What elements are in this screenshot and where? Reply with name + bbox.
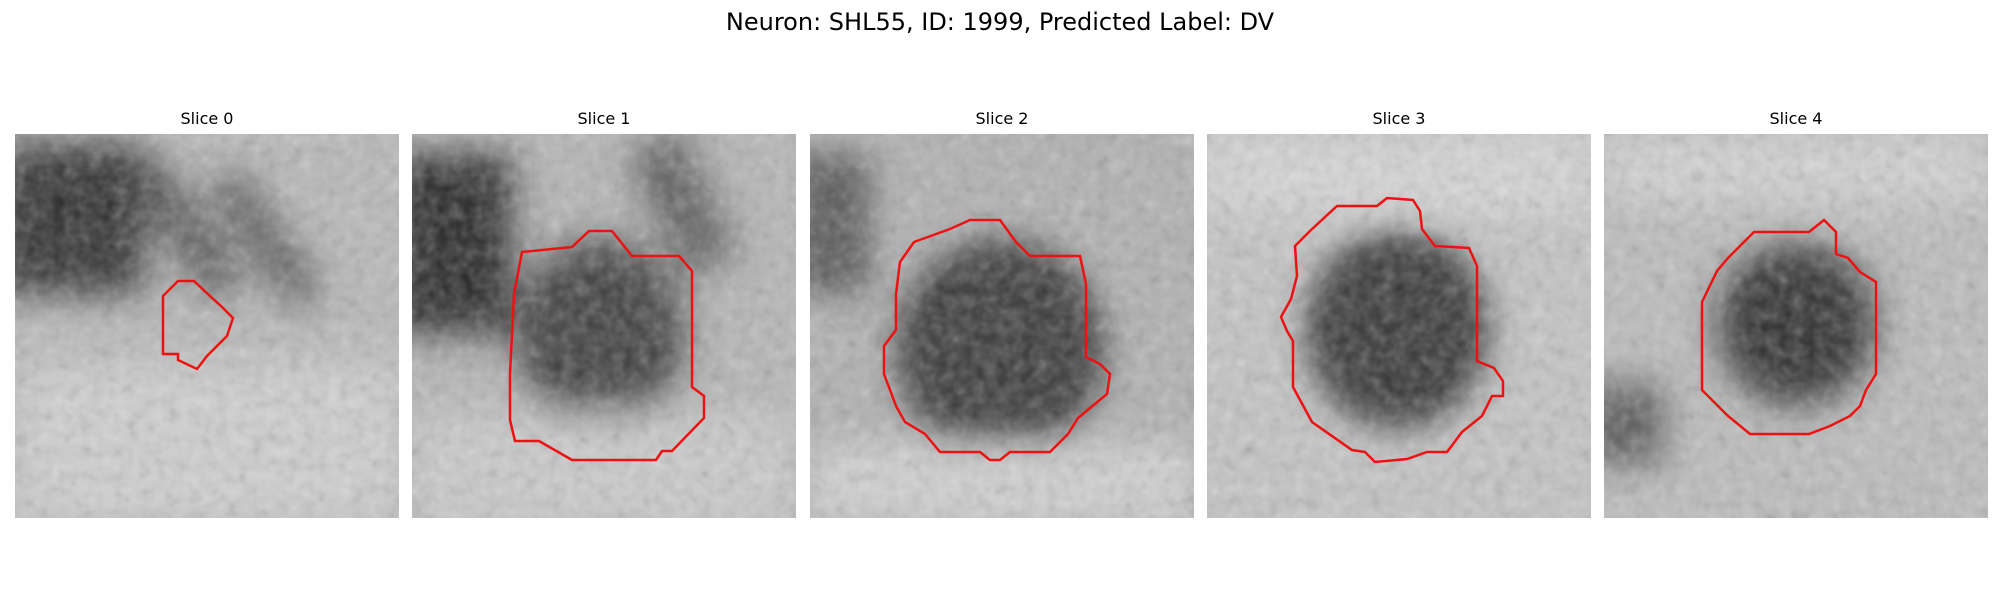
slice-image-0 [15,134,399,518]
slice-title-0: Slice 0 [180,109,234,128]
slice-title-1: Slice 1 [577,109,631,128]
noise-texture [412,134,796,518]
slice-title-2: Slice 2 [975,109,1029,128]
slice-image-4 [1604,134,1988,518]
slice-image-2 [810,134,1194,518]
cell-contour [1279,196,1505,464]
slice-title-4: Slice 4 [1769,109,1823,128]
slice-title-3: Slice 3 [1372,109,1426,128]
cell-contour [161,279,235,371]
noise-texture [15,134,399,518]
noise-texture [1604,134,1988,518]
slice-image-3 [1207,134,1591,518]
figure-title: Neuron: SHL55, ID: 1999, Predicted Label… [725,8,1275,36]
cell-contour [508,229,706,462]
noise-texture [810,134,1194,518]
cell-contour [882,218,1112,462]
slice-image-1 [412,134,796,518]
cell-contour [1700,218,1878,436]
